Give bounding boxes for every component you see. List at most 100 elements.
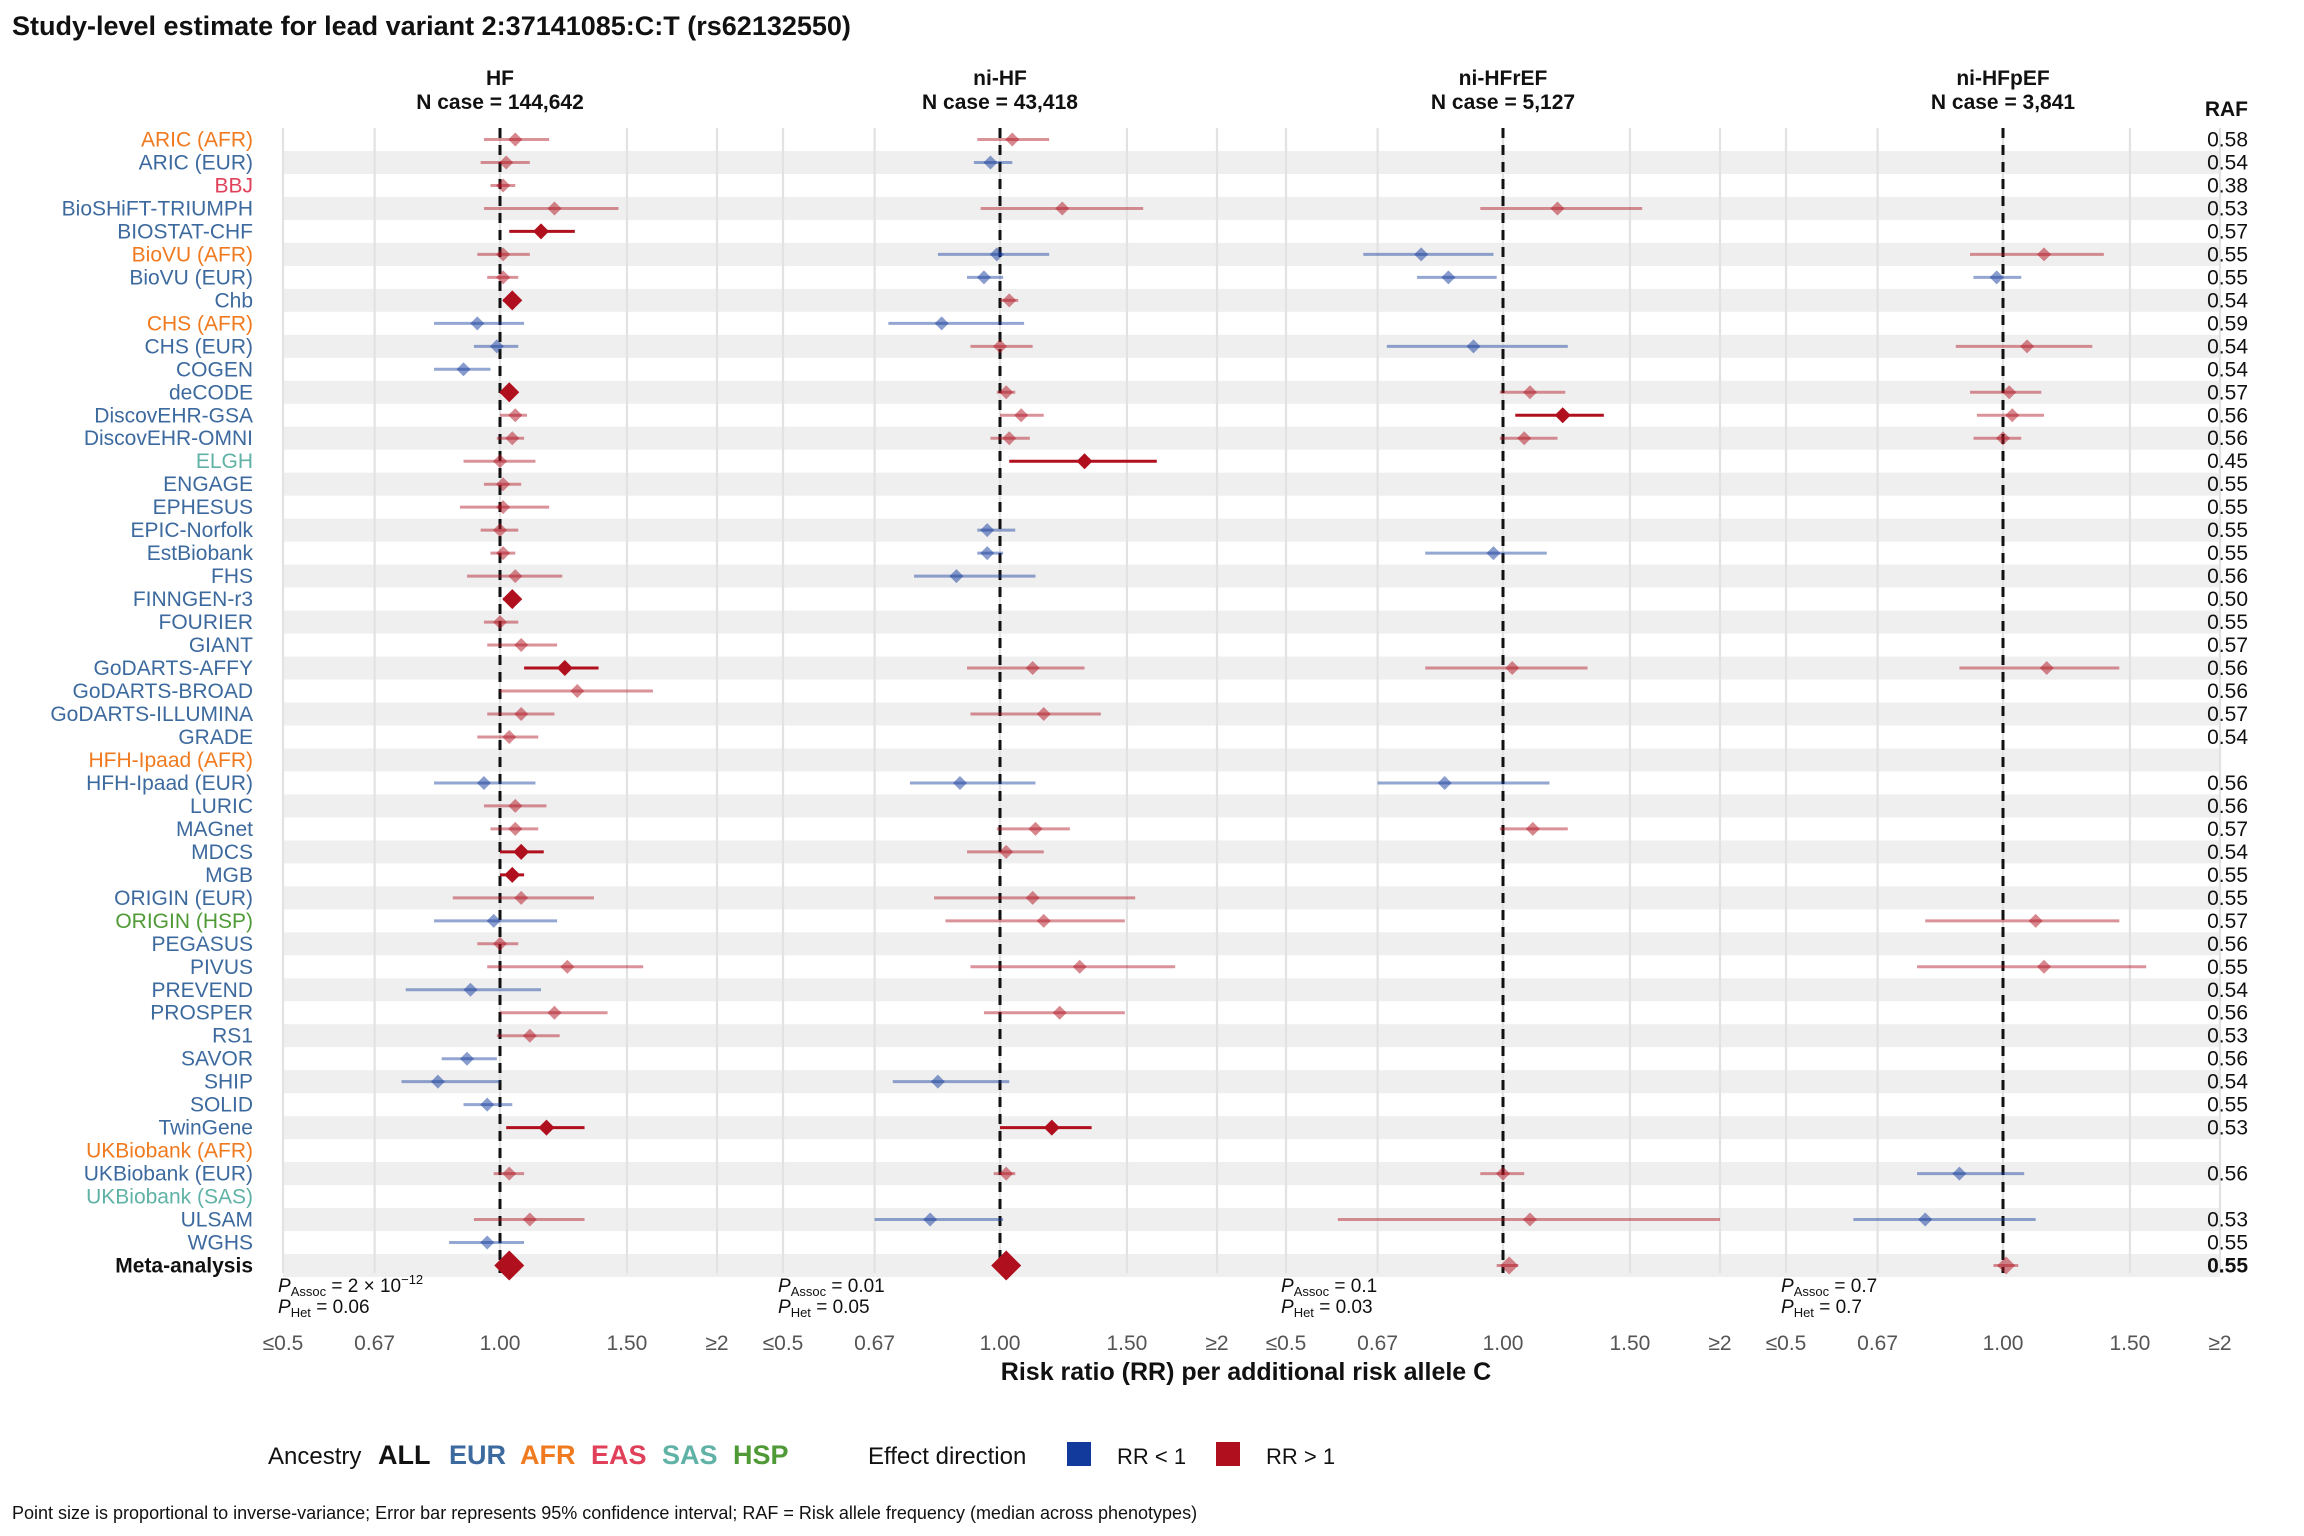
study-label: TwinGene xyxy=(158,1117,253,1140)
raf-value: 0.53 xyxy=(2207,1209,2248,1232)
raf-value: 0.54 xyxy=(2207,335,2248,358)
estimate-point xyxy=(983,155,998,170)
row-band xyxy=(283,1116,2220,1140)
study-label: LURIC xyxy=(190,795,253,818)
x-tick-label: ≥2 xyxy=(2208,1332,2231,1355)
x-tick-label: 1.00 xyxy=(980,1332,1021,1355)
raf-value: 0.55 xyxy=(2207,611,2248,634)
study-label: SAVOR xyxy=(181,1048,253,1071)
reference-lines xyxy=(498,128,2005,1273)
raf-value: 0.56 xyxy=(2207,565,2248,588)
estimate-point xyxy=(2020,339,2035,354)
estimate-point xyxy=(2037,959,2052,974)
estimate-point xyxy=(493,615,507,630)
row-band xyxy=(283,610,2220,634)
study-label: GoDARTS-BROAD xyxy=(73,680,253,703)
legend-direction-swatch xyxy=(1067,1442,1091,1466)
estimate-point xyxy=(1505,661,1520,676)
panel-title: ni-HFrEF xyxy=(1459,67,1548,90)
study-label: GIANT xyxy=(189,634,253,657)
study-label: WGHS xyxy=(188,1232,253,1255)
x-tick-label: ≤0.5 xyxy=(1766,1332,1807,1355)
estimate-point xyxy=(504,866,521,883)
estimate-point xyxy=(514,707,529,721)
raf-value: 0.53 xyxy=(2207,1025,2248,1048)
raf-value: 0.56 xyxy=(2207,1048,2248,1071)
estimate-point xyxy=(496,477,511,492)
study-label: Meta-analysis xyxy=(115,1255,253,1278)
estimate-marks xyxy=(401,132,2147,1281)
estimate-point xyxy=(496,247,511,262)
row-band xyxy=(283,334,2220,358)
estimate-point xyxy=(502,1166,517,1181)
raf-value: 0.56 xyxy=(2207,404,2248,427)
estimate-point xyxy=(1554,407,1571,424)
study-label: GRADE xyxy=(178,726,253,749)
raf-value: 0.54 xyxy=(2207,841,2248,864)
study-label: ARIC (AFR) xyxy=(141,129,253,152)
raf-value: 0.56 xyxy=(2207,795,2248,818)
estimate-point xyxy=(2005,408,2020,423)
estimate-point xyxy=(993,339,1007,354)
x-tick-label: 1.00 xyxy=(480,1332,521,1355)
row-band xyxy=(283,426,2220,450)
row-band xyxy=(283,242,2220,266)
estimate-point xyxy=(1025,890,1040,905)
estimate-point xyxy=(2037,247,2052,262)
estimate-point xyxy=(480,1235,495,1250)
estimate-point xyxy=(494,1250,525,1281)
estimate-point xyxy=(1522,1212,1537,1227)
estimate-point xyxy=(980,523,995,538)
raf-value: 0.59 xyxy=(2207,312,2248,335)
estimate-point xyxy=(1952,1166,1967,1181)
estimate-point xyxy=(547,201,562,216)
row-band xyxy=(283,656,2220,680)
x-tick-label: ≥2 xyxy=(1205,1332,1228,1355)
estimate-point xyxy=(493,936,507,951)
estimate-point xyxy=(522,1028,537,1043)
legend-ancestry-item: EUR xyxy=(449,1440,506,1470)
estimate-point xyxy=(1550,201,1565,216)
chart-text: Study-level estimate for lead variant 2:… xyxy=(12,11,2248,1523)
panel-ncase: N case = 43,418 xyxy=(922,91,1078,114)
row-band xyxy=(283,564,2220,588)
legend: Ancestry ALL EUR AFR EAS SAS HSP Effect directi… xyxy=(268,1440,1335,1470)
estimate-point xyxy=(499,155,514,170)
estimate-point xyxy=(538,1119,555,1136)
row-band xyxy=(283,472,2220,496)
estimate-point xyxy=(1025,661,1040,676)
estimate-point xyxy=(508,408,523,423)
study-label: DiscovEHR-GSA xyxy=(94,404,253,427)
x-axis-label: Risk ratio (RR) per additional risk alle… xyxy=(1001,1358,1491,1386)
raf-value: 0.56 xyxy=(2207,772,2248,795)
row-band xyxy=(283,1070,2220,1094)
raf-header: RAF xyxy=(2205,98,2248,121)
raf-value: 0.57 xyxy=(2207,634,2248,657)
raf-value: 0.50 xyxy=(2207,588,2248,611)
study-label: ELGH xyxy=(196,450,253,473)
x-tick-label: ≤0.5 xyxy=(263,1332,304,1355)
raf-value: 0.56 xyxy=(2207,933,2248,956)
raf-value: 0.55 xyxy=(2207,542,2248,565)
estimate-point xyxy=(508,821,523,836)
p-assoc-annotation: PAssoc = 0.1 xyxy=(1281,1276,1377,1299)
study-label: deCODE xyxy=(169,381,253,404)
estimate-point xyxy=(1055,201,1070,216)
raf-value: 0.55 xyxy=(2207,473,2248,496)
raf-value: 0.55 xyxy=(2207,266,2248,289)
study-label: UKBiobank (SAS) xyxy=(86,1186,253,1209)
estimate-point xyxy=(1036,707,1051,721)
row-band xyxy=(283,932,2220,956)
study-label: ENGAGE xyxy=(163,473,253,496)
estimate-point xyxy=(514,890,529,905)
study-label: RS1 xyxy=(212,1025,253,1048)
x-tick-label: ≤0.5 xyxy=(763,1332,804,1355)
row-band xyxy=(283,150,2220,174)
estimate-point xyxy=(930,1074,945,1089)
estimate-point xyxy=(1036,913,1051,928)
p-het-annotation: PHet = 0.05 xyxy=(778,1297,870,1320)
estimate-point xyxy=(508,132,523,147)
estimate-point xyxy=(999,844,1014,859)
estimate-point xyxy=(499,382,520,403)
estimate-point xyxy=(430,1074,445,1089)
